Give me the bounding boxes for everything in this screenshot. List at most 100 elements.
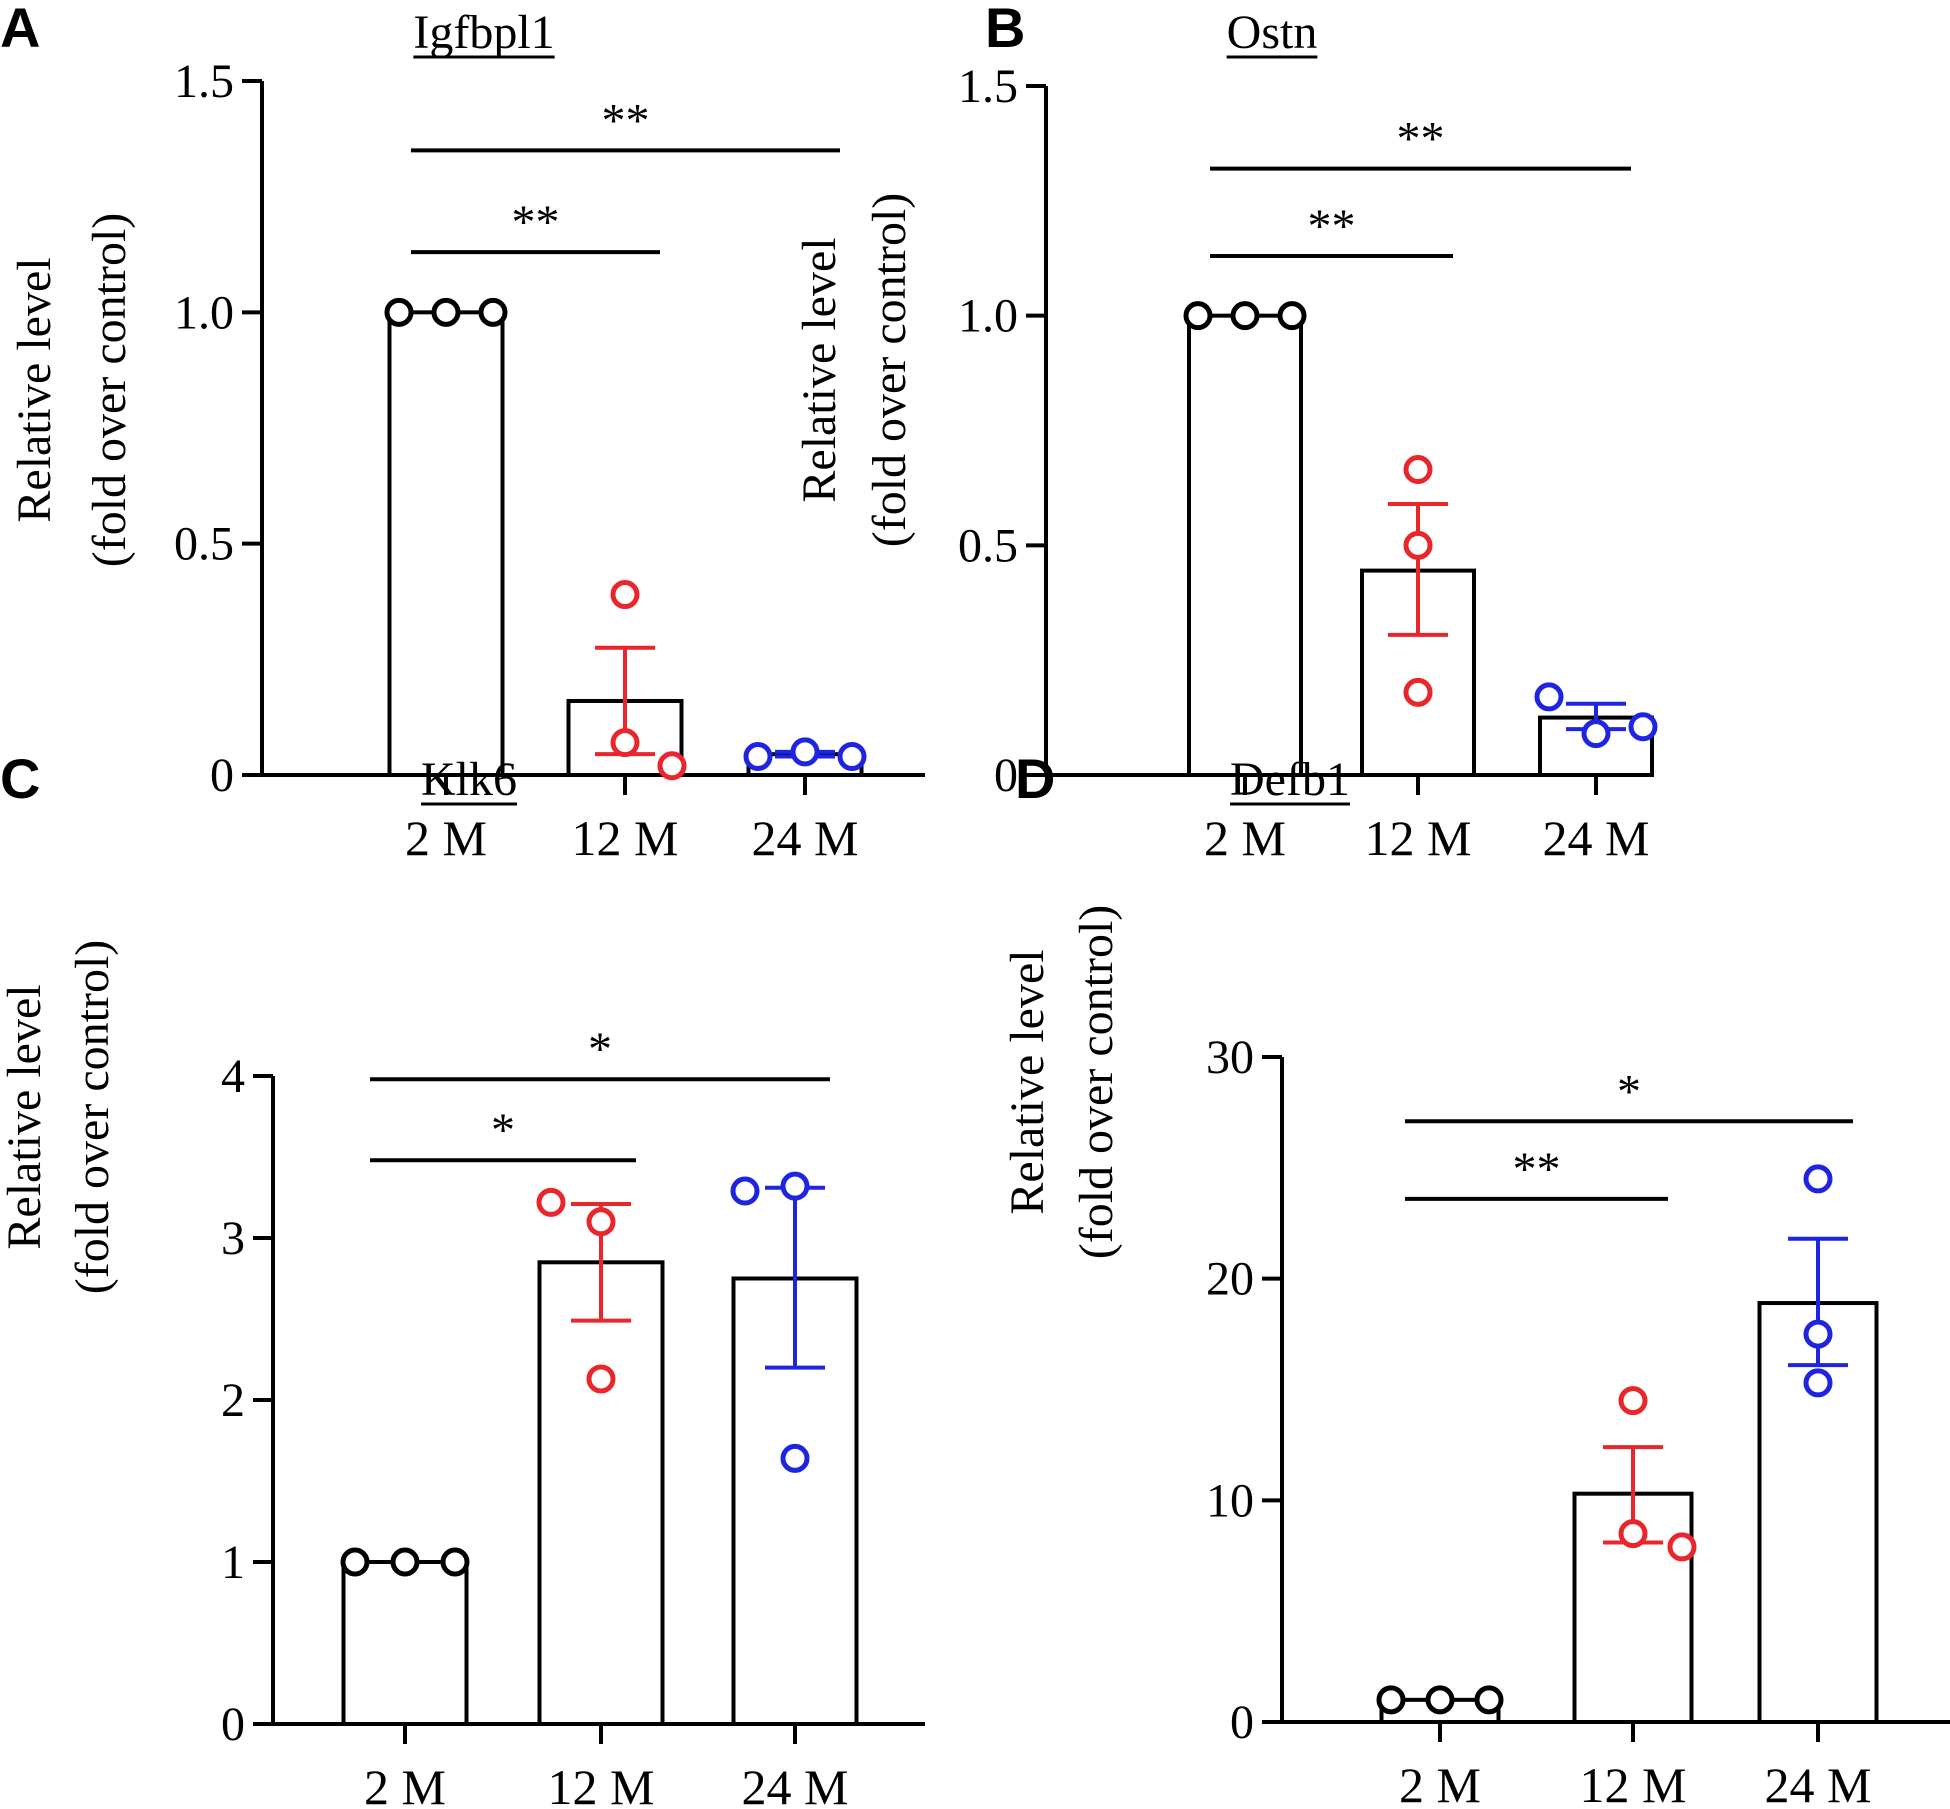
data-point xyxy=(1534,682,1564,712)
y-tick-label: 0 xyxy=(221,1698,245,1751)
data-point xyxy=(390,1547,420,1577)
data-point xyxy=(1803,1164,1833,1194)
data-point xyxy=(780,1171,810,1201)
y-tick-label: 3 xyxy=(221,1212,245,1265)
data-point xyxy=(730,1176,760,1206)
y-tick-label: 0.5 xyxy=(174,518,234,571)
panel-label: C xyxy=(0,747,40,810)
y-axis-label-sub: (fold over control) xyxy=(863,193,916,548)
data-point xyxy=(1403,455,1433,485)
y-tick-label: 0 xyxy=(1230,1696,1254,1749)
data-point xyxy=(1230,301,1260,331)
x-tick-label: 24 M xyxy=(742,1759,849,1809)
bar xyxy=(1187,313,1303,777)
data-point xyxy=(1581,719,1611,749)
data-point xyxy=(837,741,867,771)
data-point xyxy=(1803,1319,1833,1349)
panel-label: A xyxy=(0,0,40,59)
panel-d: D Defb1 Relative level (fold over contro… xyxy=(1001,747,1950,1809)
bar xyxy=(341,1560,469,1726)
x-tick-label: 2 M xyxy=(405,810,487,866)
y-tick-label: 4 xyxy=(221,1050,245,1103)
data-point xyxy=(1618,1519,1648,1549)
plot-area: 0 1 2 3 4 2 M 12 M 24 M * * xyxy=(221,1023,925,1809)
data-point xyxy=(1618,1386,1648,1416)
data-point xyxy=(1403,530,1433,560)
data-point xyxy=(340,1547,370,1577)
y-tick-label: 0 xyxy=(994,749,1018,802)
data-point xyxy=(431,297,461,327)
data-point xyxy=(1628,712,1658,742)
data-point xyxy=(1474,1685,1504,1715)
panel-a: A Igfbpl1 Relative level (fold over cont… xyxy=(0,0,925,866)
data-point xyxy=(478,297,508,327)
y-axis-label-sub: (fold over control) xyxy=(83,213,136,568)
y-tick-label: 2 xyxy=(221,1374,245,1427)
data-point xyxy=(586,1207,616,1237)
y-tick-label: 1.5 xyxy=(174,55,234,108)
bar xyxy=(537,1260,665,1727)
panel-b: B Ostn Relative level (fold over control… xyxy=(793,0,1658,866)
data-point xyxy=(1803,1368,1833,1398)
data-point xyxy=(1376,1685,1406,1715)
y-tick-label: 1.5 xyxy=(958,60,1018,113)
y-axis-label: Relative level xyxy=(0,984,51,1249)
significance-label: * xyxy=(1617,1065,1641,1118)
x-tick-label: 12 M xyxy=(548,1759,655,1809)
data-point xyxy=(1667,1532,1697,1562)
data-point xyxy=(1403,677,1433,707)
data-point xyxy=(384,297,414,327)
data-point xyxy=(1183,301,1213,331)
x-tick-label: 12 M xyxy=(1365,810,1472,866)
chart-title: Defb1 xyxy=(1230,753,1350,806)
significance-label: * xyxy=(491,1104,515,1157)
y-tick-label: 30 xyxy=(1206,1031,1254,1084)
x-tick-label: 2 M xyxy=(1399,1757,1481,1809)
y-tick-label: 0 xyxy=(210,749,234,802)
panel-c: C Klk6 Relative level (fold over control… xyxy=(0,747,925,1809)
x-tick-label: 12 M xyxy=(1580,1757,1687,1809)
data-point xyxy=(586,1364,616,1394)
data-point xyxy=(1425,1685,1455,1715)
y-tick-label: 20 xyxy=(1206,1253,1254,1306)
y-tick-label: 0.5 xyxy=(958,519,1018,572)
chart-title: Igfbpl1 xyxy=(413,6,554,59)
data-point xyxy=(790,737,820,767)
significance-label: ** xyxy=(602,94,650,147)
x-tick-label: 2 M xyxy=(1204,810,1286,866)
x-tick-label: 24 M xyxy=(1765,1757,1872,1809)
data-point xyxy=(440,1547,470,1577)
significance-label: ** xyxy=(1308,200,1356,253)
plot-area: 0 0.5 1.0 1.5 2 M 12 M 24 M ** ** xyxy=(958,60,1658,866)
data-point xyxy=(743,741,773,771)
y-axis-label: Relative level xyxy=(1001,949,1054,1214)
data-point xyxy=(780,1443,810,1473)
chart-title: Ostn xyxy=(1227,6,1318,59)
data-point xyxy=(657,751,687,781)
data-point xyxy=(1277,301,1307,331)
x-tick-label: 2 M xyxy=(364,1759,446,1809)
plot-area: 0 0.5 1.0 1.5 2 M 12 M 24 M ** ** xyxy=(174,55,925,866)
significance-label: ** xyxy=(512,196,560,249)
data-point xyxy=(610,580,640,610)
significance-label: ** xyxy=(1513,1143,1561,1196)
y-tick-label: 1.0 xyxy=(958,290,1018,343)
data-point xyxy=(536,1187,566,1217)
panel-label: B xyxy=(985,0,1025,59)
panel-label: D xyxy=(1015,747,1055,810)
chart-title: Klk6 xyxy=(421,753,517,806)
y-axis-label: Relative level xyxy=(8,257,61,522)
y-axis-label: Relative level xyxy=(793,237,846,502)
y-axis-label-sub: (fold over control) xyxy=(66,940,119,1295)
y-tick-label: 1.0 xyxy=(174,286,234,339)
bar xyxy=(387,310,505,777)
y-tick-label: 1 xyxy=(221,1536,245,1589)
x-tick-label: 12 M xyxy=(572,810,679,866)
x-tick-label: 24 M xyxy=(752,810,859,866)
y-axis-label-sub: (fold over control) xyxy=(1070,905,1123,1260)
x-tick-label: 24 M xyxy=(1543,810,1650,866)
data-point xyxy=(610,728,640,758)
y-tick-label: 10 xyxy=(1206,1474,1254,1527)
